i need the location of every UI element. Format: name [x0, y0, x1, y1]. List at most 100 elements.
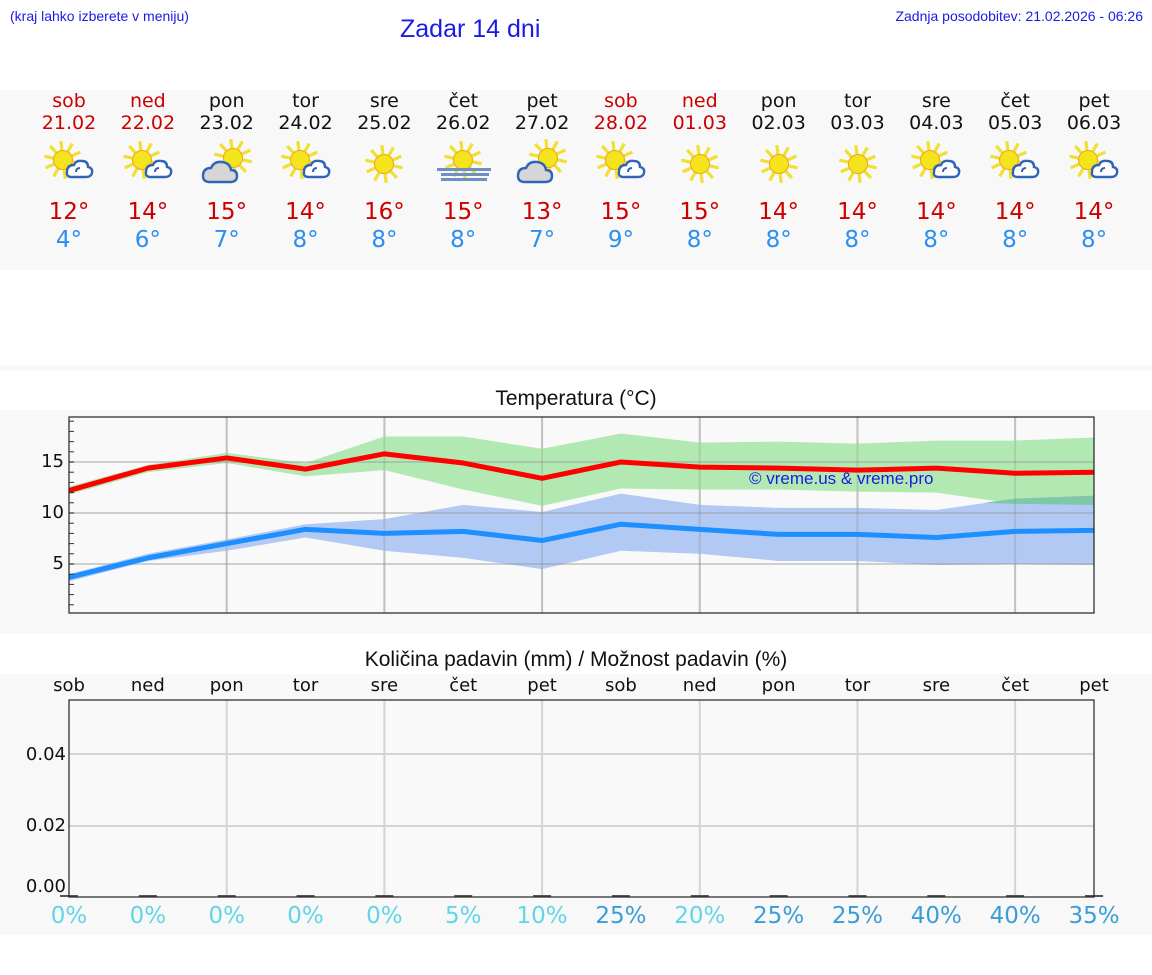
day-date: 04.03 — [909, 112, 964, 134]
precip-day-label: pet — [1079, 675, 1109, 696]
min-temp: 8° — [844, 227, 871, 253]
precip-day-label: sob — [605, 675, 637, 696]
sun-icon — [660, 134, 740, 190]
forecast-strip: sob 21.02 12° 4° ned 22.02 14° 6° pon 23.02 15° 7° t… — [0, 90, 1152, 270]
precip-probability: 0% — [366, 903, 403, 929]
day-name: čet — [448, 90, 479, 112]
day-date: 28.02 — [593, 112, 649, 134]
min-temp: 8° — [292, 227, 319, 253]
max-temp: 14° — [994, 199, 1036, 225]
max-temp: 14° — [915, 199, 957, 225]
min-temp: 9° — [607, 227, 634, 253]
sun-big-cloud-icon — [187, 134, 267, 190]
sun-small-cloud-icon — [108, 134, 188, 190]
precip-probability: 40% — [910, 903, 962, 929]
forecast-day: čet 26.02 15° 8° — [423, 90, 503, 254]
forecast-day: pon 02.03 14° 8° — [739, 90, 819, 254]
day-date: 21.02 — [41, 112, 97, 134]
precip-day-label: čet — [1001, 675, 1030, 696]
day-date: 02.03 — [751, 112, 806, 134]
forecast-day: ned 22.02 14° 6° — [108, 90, 188, 254]
separator-band — [0, 365, 1152, 371]
max-temp: 15° — [600, 199, 642, 225]
precip-day-label: ned — [130, 675, 165, 696]
sun-small-cloud-icon — [975, 134, 1055, 190]
precip-probability: 0% — [287, 903, 324, 929]
precip-day-label: čet — [449, 675, 478, 696]
day-date: 06.03 — [1066, 112, 1122, 134]
precip-probability: 0% — [50, 903, 88, 929]
precip-ytick-0.02: 0.02 — [25, 815, 66, 836]
precip-day-label: sre — [370, 675, 399, 696]
forecast-day: pet 27.02 13° 7° — [502, 90, 582, 254]
day-name: sob — [604, 90, 638, 112]
day-date: 22.02 — [120, 112, 176, 134]
day-date: 23.02 — [199, 112, 254, 134]
temp-ytick-10: 10 — [41, 502, 64, 523]
sun-icon — [739, 134, 819, 190]
precip-probability: 25% — [753, 903, 805, 929]
precip-probability: 0% — [129, 903, 167, 929]
min-temp: 8° — [686, 227, 713, 253]
day-date: 01.03 — [672, 112, 727, 134]
day-date: 26.02 — [436, 112, 491, 134]
sun-small-cloud-icon — [29, 134, 109, 190]
day-name: sre — [921, 90, 951, 112]
precip-day-label: tor — [844, 675, 871, 696]
sun-big-cloud-icon — [502, 134, 582, 190]
sun-small-cloud-icon — [896, 134, 976, 190]
min-temp: 8° — [1080, 227, 1108, 253]
day-name: pon — [760, 90, 797, 112]
precip-day-label: sob — [53, 675, 85, 696]
forecast-day: sre 04.03 14° 8° — [896, 90, 976, 254]
location-menu-hint: (kraj lahko izberete v meniju) — [10, 8, 189, 24]
min-temp: 4° — [55, 227, 83, 253]
day-date: 27.02 — [514, 112, 570, 134]
sun-small-cloud-icon — [266, 134, 346, 190]
precip-probability: 5% — [444, 903, 482, 929]
day-name: tor — [292, 90, 319, 112]
min-temp: 6° — [134, 227, 161, 253]
min-temp: 8° — [1002, 227, 1029, 253]
precip-day-label: sre — [922, 675, 951, 696]
forecast-day: sre 25.02 16° 8° — [344, 90, 424, 254]
last-update-timestamp: Zadnja posodobitev: 21.02.2026 - 06:26 — [895, 8, 1143, 24]
day-name: ned — [681, 90, 718, 112]
min-temp: 8° — [450, 227, 477, 253]
day-date: 25.02 — [357, 112, 412, 134]
max-temp: 15° — [206, 199, 248, 225]
min-temp: 8° — [923, 227, 950, 253]
forecast-day: ned 01.03 15° 8° — [660, 90, 740, 254]
precip-probability: 25% — [595, 903, 647, 929]
temp-ytick-15: 15 — [41, 451, 64, 472]
precip-chart-title: Količina padavin (mm) / Možnost padavin … — [364, 648, 788, 671]
forecast-day: pet 06.03 14° 8° — [1054, 90, 1134, 254]
temperature-chart-title: Temperatura (°C) — [495, 387, 657, 410]
day-name: pon — [208, 90, 245, 112]
max-temp: 16° — [364, 199, 405, 225]
precip-ytick-0.00: 0.00 — [25, 876, 66, 897]
max-temp: 14° — [285, 199, 326, 225]
day-name: ned — [129, 90, 166, 112]
sun-small-cloud-icon — [1054, 134, 1134, 190]
precip-day-label: pet — [527, 675, 557, 696]
precip-probability: 40% — [989, 903, 1041, 929]
precip-day-label: pon — [761, 675, 796, 696]
sun-fog-icon — [423, 134, 503, 190]
forecast-day: tor 24.02 14° 8° — [266, 90, 346, 254]
precip-probability: 25% — [831, 903, 884, 929]
min-temp: 8° — [765, 227, 792, 253]
precip-day-label: tor — [292, 675, 319, 696]
forecast-day: tor 03.03 14° 8° — [818, 90, 898, 254]
max-temp: 12° — [48, 199, 90, 225]
precip-probability: 20% — [674, 903, 726, 929]
precip-day-label: ned — [682, 675, 717, 696]
day-name: pet — [1078, 90, 1110, 112]
day-name: sre — [369, 90, 399, 112]
max-temp: 14° — [758, 199, 800, 225]
sun-icon — [818, 134, 898, 190]
forecast-day: sob 28.02 15° 9° — [581, 90, 661, 254]
day-date: 24.02 — [278, 112, 333, 134]
